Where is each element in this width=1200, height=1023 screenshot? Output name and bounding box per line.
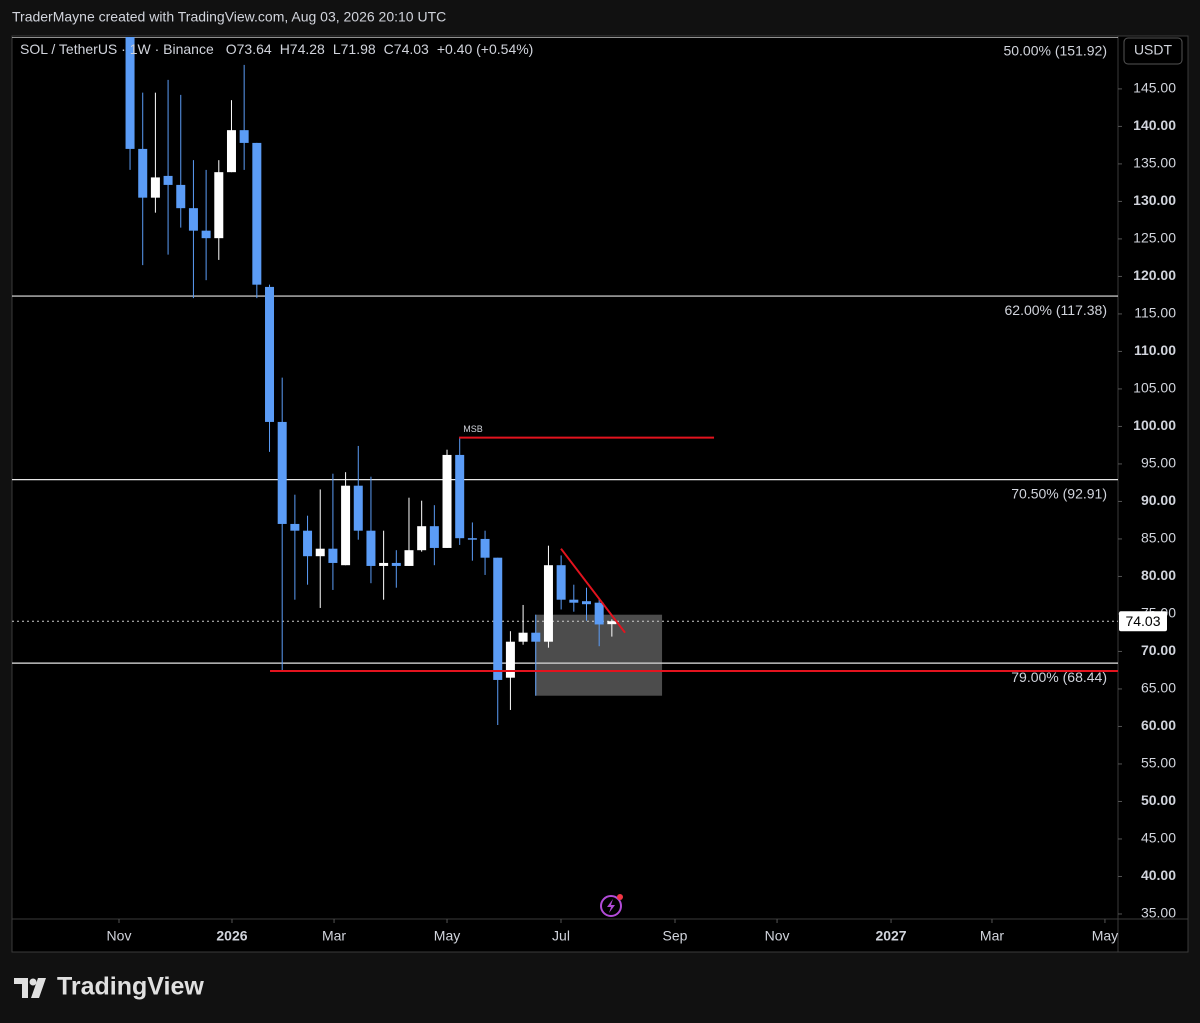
x-tick-label: Nov [107, 928, 132, 944]
x-tick-label: Sep [663, 928, 688, 944]
candle-body [252, 142, 262, 285]
brand: TradingView [57, 973, 204, 1001]
y-tick-label: 115.00 [1134, 305, 1176, 321]
last-price-label: 74.03 [1125, 613, 1160, 629]
candle-body [303, 530, 313, 557]
candle-body [201, 230, 211, 239]
y-tick-label: 85.00 [1141, 530, 1176, 546]
candle-body [404, 550, 414, 566]
y-tick-label: 55.00 [1141, 755, 1176, 771]
y-tick-label: 80.00 [1141, 567, 1176, 583]
x-tick-label: 2027 [875, 928, 906, 944]
y-tick-label: 95.00 [1141, 455, 1176, 471]
candle-body [125, 37, 135, 149]
candle-body [150, 177, 160, 198]
candle-body [581, 601, 591, 605]
y-tick-label: 105.00 [1133, 380, 1176, 396]
candle-body [188, 208, 198, 231]
candle-body [239, 130, 249, 143]
x-tick-label: May [434, 928, 460, 944]
plot: 50.00% (151.92) 62.00% (117.38) 70.50% (92… [12, 37, 1118, 725]
trendline [560, 548, 626, 634]
y-tick-label: 90.00 [1141, 492, 1176, 508]
symbol: SOL / TetherUS · 1W · Binance [20, 41, 214, 57]
x-tick-label: Mar [980, 928, 1004, 944]
candle-body [467, 538, 477, 540]
y-tick-label: 45.00 [1141, 830, 1176, 846]
candle-body [353, 485, 363, 531]
header: TraderMayne created with TradingView.com… [12, 9, 446, 25]
x-tick-label: May [1092, 928, 1118, 944]
candle-body [505, 641, 515, 678]
fib-label: 62.00% (117.38) [1005, 302, 1107, 318]
y-tick-label: 145.00 [1133, 80, 1176, 96]
y-tick-label: 110.00 [1134, 342, 1176, 358]
candle-body [226, 130, 236, 173]
currency: USDT [1134, 42, 1173, 58]
candle-body [138, 148, 148, 198]
fib-label: 70.50% (92.91) [1011, 485, 1107, 501]
candle-body [531, 632, 541, 642]
ohlc-value: O73.64 [226, 41, 272, 57]
candle-body [328, 548, 338, 563]
candle-body [366, 530, 376, 566]
y-tick-label: 70.00 [1141, 642, 1176, 658]
candle-body [417, 526, 427, 551]
ohlc-value: C74.03 [384, 41, 429, 57]
candle-body [569, 599, 579, 603]
msb-label: MSB [463, 424, 483, 434]
candle-body [277, 421, 287, 524]
candle-body [341, 485, 351, 566]
y-tick-label: 35.00 [1141, 905, 1176, 921]
currency-box [1123, 37, 1183, 65]
ohlc-value: H74.28 [280, 41, 325, 57]
candle-body [518, 632, 528, 642]
candle-body [290, 523, 300, 531]
lightning-icon [600, 894, 623, 917]
candle-body [163, 175, 173, 185]
legend: SOL / TetherUS · 1W · Binance O73.64 H74.2… [20, 41, 533, 57]
y-tick-label: 125.00 [1133, 230, 1176, 246]
candle-body [607, 621, 617, 625]
x-tick-label: 2026 [216, 928, 247, 944]
candle-body [543, 565, 553, 642]
ohlc-value: L71.98 [333, 41, 376, 57]
zone [535, 614, 663, 696]
candle-body [442, 454, 452, 548]
candle-body [176, 184, 186, 209]
y-tick-label: 40.00 [1141, 867, 1176, 883]
chart-area [11, 35, 1189, 953]
y-tick-label: 130.00 [1133, 192, 1176, 208]
candle-body [493, 557, 503, 680]
candle-body [480, 538, 490, 558]
last-price-box [1119, 611, 1167, 632]
candle-body [214, 172, 224, 239]
candle-body [265, 286, 275, 422]
brand-logo [14, 978, 46, 998]
candle-body [429, 526, 439, 548]
y-tick-label: 100.00 [1133, 417, 1176, 433]
candle-body [556, 565, 566, 600]
x-tick-label: Jul [552, 928, 570, 944]
x-tick-label: Nov [765, 928, 790, 944]
y-tick-label: 60.00 [1141, 717, 1176, 733]
fib-label: 79.00% (68.44) [1011, 669, 1107, 685]
candle-body [391, 562, 401, 566]
fib-label: 50.00% (151.92) [1003, 43, 1107, 59]
x-tick-label: Mar [322, 928, 346, 944]
y-tick-label: 140.00 [1133, 117, 1176, 133]
candle-body [594, 602, 604, 625]
candle-body [379, 562, 389, 566]
y-tick-label: 50.00 [1141, 792, 1176, 808]
ohlc-value: +0.40 (+0.54%) [437, 41, 534, 57]
y-tick-label: 65.00 [1141, 680, 1176, 696]
candle-body [455, 454, 465, 539]
y-tick-label: 135.00 [1133, 155, 1176, 171]
candle-body [315, 548, 325, 557]
y-tick-label: 120.00 [1133, 267, 1176, 283]
